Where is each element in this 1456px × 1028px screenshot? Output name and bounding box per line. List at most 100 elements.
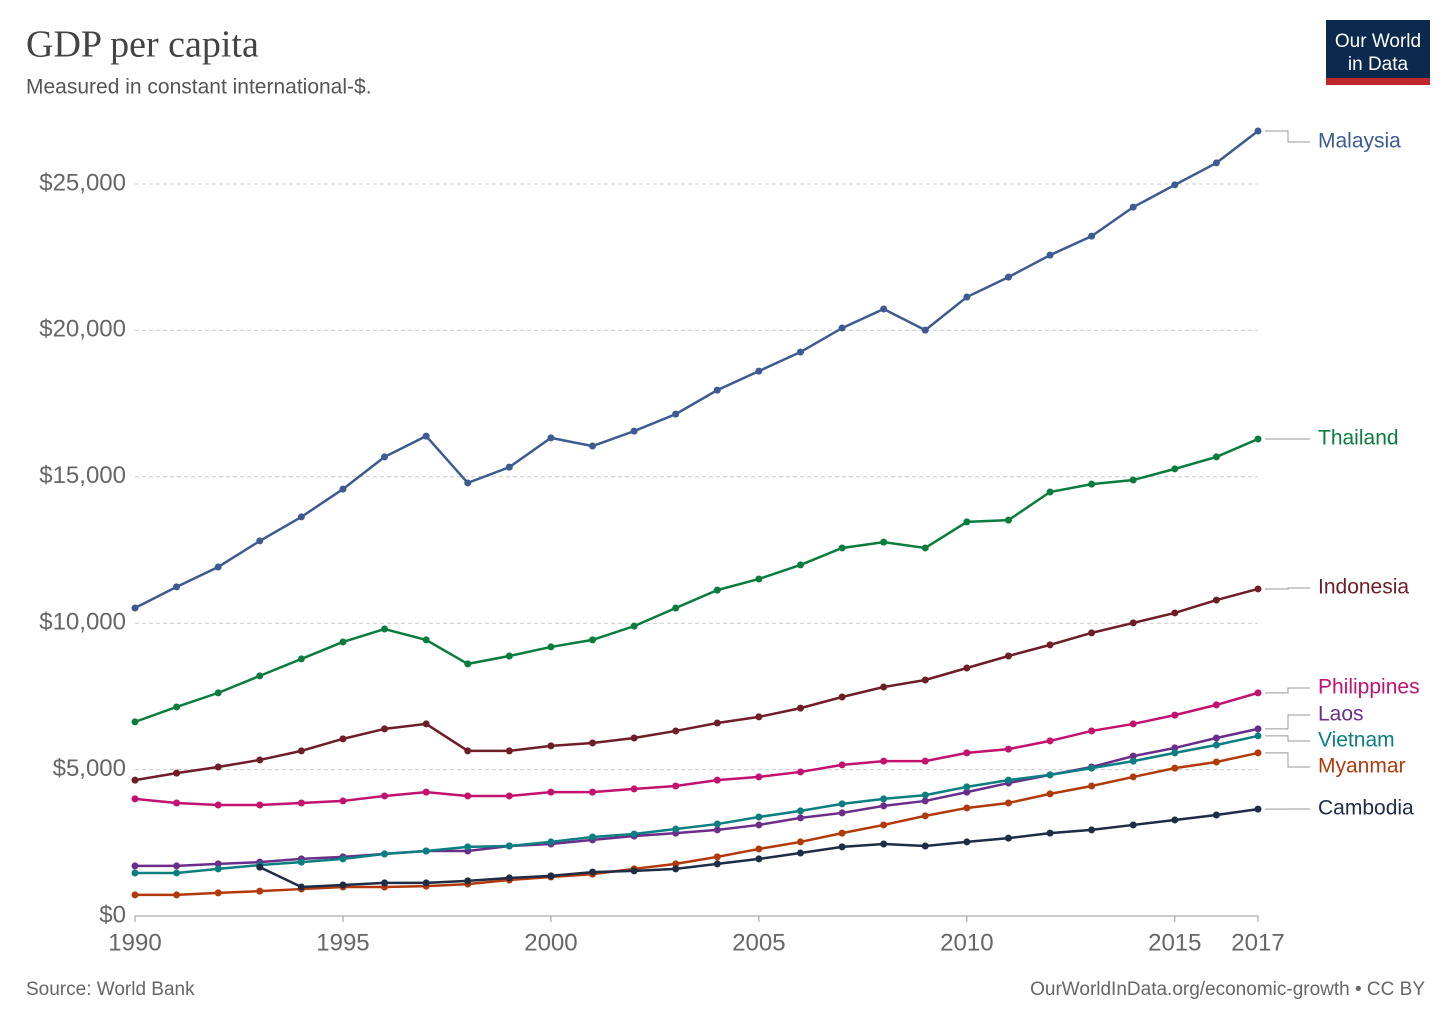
series-line — [134, 437, 1259, 724]
data-point — [713, 820, 721, 828]
data-point — [630, 785, 638, 793]
data-point — [381, 879, 389, 887]
data-point — [505, 652, 513, 660]
data-point — [880, 757, 888, 765]
data-point — [589, 868, 597, 876]
data-point — [1088, 782, 1096, 790]
data-point — [422, 879, 430, 887]
data-point — [796, 838, 804, 846]
data-point — [838, 829, 846, 837]
data-point — [422, 432, 430, 440]
x-tick-label: 2015 — [1148, 929, 1201, 956]
data-point — [173, 862, 181, 870]
data-point — [1004, 745, 1012, 753]
data-point — [1129, 757, 1137, 765]
data-point — [1004, 273, 1012, 281]
series-line — [134, 587, 1259, 782]
data-point — [381, 725, 389, 733]
legend-label: Myanmar — [1318, 755, 1406, 778]
data-point — [713, 860, 721, 868]
data-point — [880, 683, 888, 691]
data-point — [880, 821, 888, 829]
data-point — [838, 800, 846, 808]
data-point — [464, 660, 472, 668]
data-point — [713, 853, 721, 861]
data-point — [505, 874, 513, 882]
data-point — [297, 883, 305, 891]
data-point — [297, 655, 305, 663]
data-point — [131, 862, 139, 870]
data-point — [630, 734, 638, 742]
data-point — [880, 795, 888, 803]
data-point — [755, 821, 763, 829]
data-point — [796, 704, 804, 712]
data-point — [921, 791, 929, 799]
x-tick-label: 2017 — [1231, 929, 1284, 956]
data-point — [1129, 720, 1137, 728]
data-point — [131, 604, 139, 612]
chart-title: GDP per capita — [26, 24, 259, 66]
data-point — [880, 538, 888, 546]
data-point — [1088, 480, 1096, 488]
data-point — [1046, 251, 1054, 259]
data-point — [713, 776, 721, 784]
data-point — [214, 689, 222, 697]
data-point — [1004, 834, 1012, 842]
data-point — [256, 887, 264, 895]
data-point — [1088, 629, 1096, 637]
data-point — [1171, 711, 1179, 719]
data-point — [297, 799, 305, 807]
data-point — [755, 773, 763, 781]
x-tick-label: 2000 — [524, 929, 577, 956]
data-point — [838, 843, 846, 851]
data-point — [131, 891, 139, 899]
data-point — [1254, 127, 1262, 135]
data-point — [464, 877, 472, 885]
legend-label: Thailand — [1318, 427, 1399, 450]
data-point — [672, 825, 680, 833]
data-point — [339, 881, 347, 889]
x-tick-label: 1990 — [108, 929, 161, 956]
logo-box — [1326, 20, 1430, 78]
data-point — [339, 855, 347, 863]
logo-bar — [1326, 78, 1430, 85]
data-point — [1129, 203, 1137, 211]
data-point — [1004, 776, 1012, 784]
data-point — [672, 782, 680, 790]
data-point — [589, 442, 597, 450]
data-point — [1171, 816, 1179, 824]
series-line — [135, 751, 1259, 897]
data-point — [422, 788, 430, 796]
data-point — [796, 561, 804, 569]
data-point — [1254, 732, 1262, 740]
data-point — [1088, 232, 1096, 240]
legend-label: Philippines — [1318, 676, 1420, 699]
data-point — [921, 812, 929, 820]
data-point — [1046, 829, 1054, 837]
y-tick-label: $15,000 — [39, 462, 126, 489]
x-tick-label: 1995 — [316, 929, 369, 956]
data-point — [214, 763, 222, 771]
data-point — [1171, 764, 1179, 772]
legend-label: Indonesia — [1318, 576, 1409, 599]
data-point — [1171, 609, 1179, 617]
data-point — [297, 858, 305, 866]
data-point — [672, 604, 680, 612]
data-point — [630, 830, 638, 838]
data-point — [464, 747, 472, 755]
data-point — [1004, 799, 1012, 807]
data-point — [672, 865, 680, 873]
data-point — [921, 797, 929, 805]
data-point — [672, 410, 680, 418]
data-point — [339, 797, 347, 805]
data-point — [214, 801, 222, 809]
data-point — [630, 622, 638, 630]
data-point — [1004, 652, 1012, 660]
data-point — [921, 757, 929, 765]
data-point — [464, 792, 472, 800]
data-point — [1171, 181, 1179, 189]
series-line — [135, 734, 1259, 875]
data-point — [1129, 619, 1137, 627]
data-point — [755, 713, 763, 721]
x-tick-label: 2005 — [732, 929, 785, 956]
